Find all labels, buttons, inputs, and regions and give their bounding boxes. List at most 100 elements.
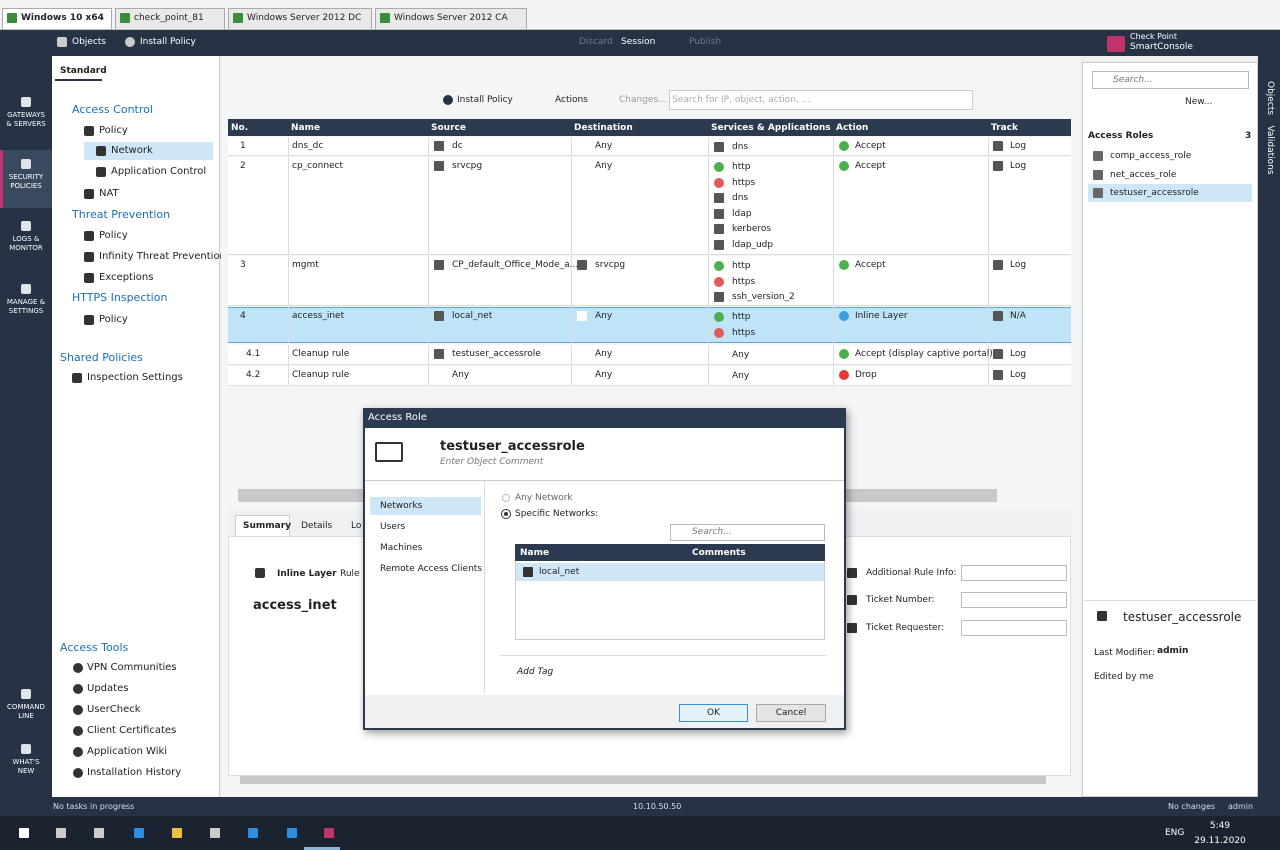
radio[interactable] — [502, 494, 510, 502]
side-tab[interactable]: Validations — [1265, 125, 1275, 175]
details-tab-label[interactable]: Details — [301, 521, 333, 531]
rule-row[interactable] — [228, 137, 1071, 156]
tree-item[interactable]: NAT — [99, 188, 119, 199]
rule-row[interactable] — [228, 157, 1071, 255]
tree-item[interactable]: Threat Prevention — [72, 208, 171, 221]
vm-tab-label[interactable]: check_point_81 — [134, 13, 204, 23]
tool-item[interactable]: Application Wiki — [87, 746, 168, 757]
tree-item[interactable]: Access Control — [72, 103, 153, 116]
rule-services: Any — [732, 350, 750, 360]
nav-label[interactable]: SETTINGS — [8, 307, 44, 315]
details-tab[interactable] — [235, 515, 290, 536]
tree-item[interactable]: Policy — [99, 125, 128, 136]
dialog-search[interactable] — [670, 524, 825, 541]
details-tab[interactable] — [343, 515, 360, 536]
icon — [714, 193, 724, 204]
icon — [172, 828, 182, 838]
tool-item[interactable]: Installation History — [87, 767, 182, 778]
object-item[interactable]: comp_access_role — [1110, 151, 1192, 161]
icon — [839, 349, 849, 359]
menu-publish[interactable]: Publish — [689, 37, 722, 47]
tree-item[interactable]: Application Control — [111, 166, 207, 177]
object-item[interactable]: testuser_accessrole — [1110, 188, 1199, 198]
nav-label[interactable]: GATEWAYS — [7, 111, 45, 119]
dialog-comment[interactable]: Enter Object Comment — [440, 457, 544, 467]
vm-tab-label[interactable]: Windows Server 2012 CA — [394, 13, 508, 23]
dialog-menu-item[interactable]: Remote Access Clients — [380, 564, 483, 574]
dialog-menu-item[interactable]: Machines — [380, 543, 423, 553]
objects-search[interactable] — [1092, 71, 1249, 89]
tree-item[interactable]: HTTPS Inspection — [72, 291, 168, 304]
object-modifier: admin — [1157, 646, 1189, 656]
nav-label[interactable]: & SERVERS — [6, 120, 46, 128]
rule-row[interactable] — [228, 256, 1071, 306]
tree-item[interactable]: Infinity Threat Prevention — [99, 251, 226, 262]
tools-title[interactable]: Access Tools — [60, 641, 129, 654]
dialog-name[interactable]: testuser_accessrole — [440, 439, 585, 454]
cell-divider — [833, 307, 834, 343]
vm-tab-label[interactable]: Windows 10 x64 — [21, 13, 104, 23]
tool-item[interactable]: Updates — [87, 683, 129, 694]
tb-changes[interactable]: Changes... — [619, 95, 667, 105]
dialog-menu-item[interactable]: Users — [380, 522, 406, 532]
menu-objects[interactable]: Objects — [72, 37, 107, 47]
vm-tab-label[interactable]: Windows Server 2012 DC — [247, 13, 362, 23]
tree-item[interactable]: Policy — [99, 230, 128, 241]
menu-session[interactable]: Session — [621, 37, 656, 47]
radio-label[interactable]: Any Network — [515, 493, 573, 503]
tree-item[interactable]: Exceptions — [99, 272, 154, 283]
details-tab[interactable] — [293, 515, 337, 536]
dialog-button-label[interactable]: Cancel — [775, 708, 807, 718]
nav-label[interactable]: COMMAND — [7, 703, 45, 711]
menu-install[interactable]: Install Policy — [140, 37, 196, 47]
dialog-button-label[interactable]: OK — [707, 708, 720, 718]
icon — [993, 370, 1003, 380]
tree-item[interactable]: Network — [111, 145, 153, 156]
tool-item[interactable]: UserCheck — [87, 704, 141, 715]
tool-item[interactable]: Client Certificates — [87, 725, 177, 736]
nav-label[interactable]: LINE — [18, 712, 34, 720]
rule-services: http — [732, 162, 751, 172]
menu-discard[interactable]: Discard — [579, 37, 613, 47]
rule-action: Drop — [855, 370, 877, 380]
objects-new[interactable]: New... — [1185, 97, 1213, 107]
dialog-button[interactable] — [679, 704, 748, 722]
dialog-row-selected[interactable] — [516, 563, 824, 581]
nav-label[interactable]: WHAT'S — [12, 758, 40, 766]
object-item[interactable]: net_acces_role — [1110, 170, 1177, 180]
vm-tab[interactable] — [115, 8, 225, 29]
policy-tab-label[interactable]: Standard — [60, 66, 107, 76]
dialog-menu-item[interactable]: Networks — [380, 501, 423, 511]
details-input[interactable] — [961, 592, 1067, 608]
nav-label[interactable]: MANAGE & — [6, 298, 46, 306]
rule-row[interactable] — [228, 307, 1071, 343]
dialog-button[interactable] — [756, 704, 826, 722]
vm-tab[interactable] — [2, 8, 112, 29]
tb-search[interactable] — [669, 90, 973, 110]
nav-label[interactable]: MONITOR — [9, 244, 43, 252]
details-tab-label[interactable]: Summary — [243, 521, 292, 531]
radio[interactable] — [501, 509, 511, 519]
tb-actions[interactable]: Actions — [555, 95, 588, 105]
nav-label[interactable]: LOGS & — [12, 235, 40, 243]
dialog-column: Comments — [692, 548, 746, 558]
tree-item[interactable]: Inspection Settings — [87, 372, 183, 383]
details-input[interactable] — [961, 565, 1067, 581]
tree-item[interactable]: Shared Policies — [60, 351, 143, 364]
radio-label[interactable]: Specific Networks: — [515, 509, 599, 519]
nav-label[interactable]: SECURITY — [8, 173, 44, 181]
nav-label[interactable]: NEW — [17, 767, 35, 775]
icon — [523, 567, 533, 577]
tool-item[interactable]: VPN Communities — [87, 662, 177, 673]
vm-tab[interactable] — [228, 8, 372, 29]
tree-item[interactable]: Policy — [99, 314, 128, 325]
dialog-add-tag[interactable]: Add Tag — [517, 667, 554, 677]
details-input[interactable] — [961, 620, 1067, 636]
vm-tab[interactable] — [375, 8, 527, 29]
rule-row[interactable] — [228, 366, 1071, 386]
tb-install[interactable]: Install Policy — [457, 95, 513, 105]
cell-divider — [428, 137, 429, 156]
nav-label[interactable]: POLICIES — [10, 182, 42, 190]
details-tab-label[interactable]: Lo — [351, 521, 362, 531]
side-tab[interactable]: Objects — [1265, 80, 1275, 115]
